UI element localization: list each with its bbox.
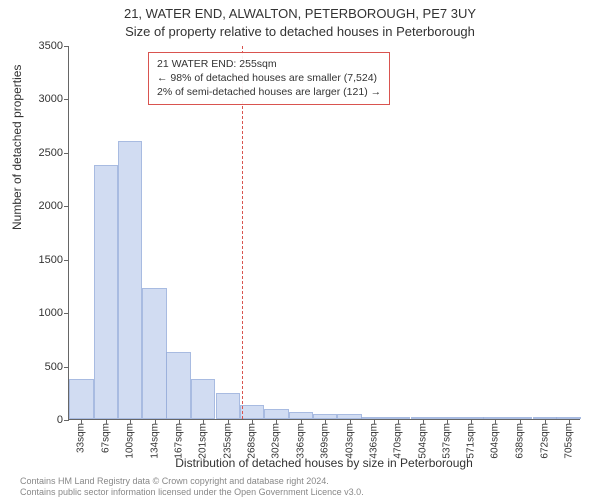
histogram-bar [289, 412, 313, 419]
x-tick-label: 100sqm [124, 419, 135, 459]
histogram-bar [313, 414, 337, 419]
x-tick-mark [179, 419, 180, 424]
x-tick-mark [569, 419, 570, 424]
histogram-bar [118, 141, 142, 419]
x-tick-mark [374, 419, 375, 424]
x-tick-label: 705sqm [563, 419, 574, 459]
x-tick-mark [350, 419, 351, 424]
histogram-bar [483, 417, 507, 419]
x-tick-mark [325, 419, 326, 424]
x-tick-label: 504sqm [417, 419, 428, 459]
legend-line-smaller: ← 98% of detached houses are smaller (7,… [157, 71, 381, 85]
x-tick-label: 672sqm [539, 419, 550, 459]
x-tick-mark [471, 419, 472, 424]
x-tick-mark [106, 419, 107, 424]
histogram-bar [264, 409, 288, 419]
y-tick-mark [64, 206, 69, 207]
x-tick-mark [155, 419, 156, 424]
legend-line-larger: 2% of semi-detached houses are larger (1… [157, 85, 381, 99]
x-tick-mark [301, 419, 302, 424]
x-tick-mark [228, 419, 229, 424]
histogram-bar [411, 417, 435, 419]
legend-line-property: 21 WATER END: 255sqm [157, 57, 381, 71]
x-tick-mark [495, 419, 496, 424]
chart-container: 21, WATER END, ALWALTON, PETERBOROUGH, P… [0, 0, 600, 500]
x-tick-label: 268sqm [246, 419, 257, 459]
x-tick-mark [81, 419, 82, 424]
x-tick-label: 67sqm [100, 419, 111, 453]
x-tick-mark [252, 419, 253, 424]
histogram-bar [94, 165, 118, 419]
x-tick-label: 403sqm [344, 419, 355, 459]
histogram-bar [142, 288, 166, 419]
footer-line1: Contains HM Land Registry data © Crown c… [20, 476, 364, 487]
x-tick-label: 537sqm [441, 419, 452, 459]
y-tick-mark [64, 46, 69, 47]
x-tick-label: 167sqm [173, 419, 184, 459]
histogram-bar [556, 417, 580, 419]
histogram-bar [216, 393, 240, 419]
histogram-bar [69, 379, 93, 419]
y-axis-label: Number of detached properties [10, 65, 24, 230]
histogram-bar [435, 417, 459, 419]
x-tick-mark [520, 419, 521, 424]
histogram-bar [191, 379, 215, 419]
histogram-bar [386, 417, 410, 419]
x-tick-label: 336sqm [296, 419, 307, 459]
y-tick-mark [64, 153, 69, 154]
x-tick-label: 436sqm [368, 419, 379, 459]
x-tick-label: 638sqm [515, 419, 526, 459]
x-tick-label: 201sqm [198, 419, 209, 459]
x-axis-label: Distribution of detached houses by size … [68, 456, 580, 470]
footer-line2: Contains public sector information licen… [20, 487, 364, 498]
histogram-bar [337, 414, 361, 419]
x-tick-label: 302sqm [271, 419, 282, 459]
x-tick-mark [130, 419, 131, 424]
attribution-footer: Contains HM Land Registry data © Crown c… [20, 476, 364, 499]
y-tick-mark [64, 313, 69, 314]
y-tick-mark [64, 420, 69, 421]
x-tick-label: 571sqm [466, 419, 477, 459]
x-tick-label: 134sqm [149, 419, 160, 459]
histogram-bar [166, 352, 190, 419]
x-tick-mark [423, 419, 424, 424]
y-tick-mark [64, 99, 69, 100]
chart-title-address: 21, WATER END, ALWALTON, PETERBOROUGH, P… [0, 6, 600, 21]
chart-title-desc: Size of property relative to detached ho… [0, 24, 600, 39]
histogram-bar [361, 417, 385, 419]
histogram-bar [508, 417, 532, 419]
x-tick-mark [447, 419, 448, 424]
x-tick-label: 235sqm [222, 419, 233, 459]
y-tick-mark [64, 260, 69, 261]
x-tick-mark [203, 419, 204, 424]
x-tick-label: 604sqm [490, 419, 501, 459]
x-tick-mark [545, 419, 546, 424]
x-tick-label: 33sqm [76, 419, 87, 453]
histogram-bar [459, 417, 483, 419]
x-tick-label: 470sqm [393, 419, 404, 459]
reference-legend: 21 WATER END: 255sqm ← 98% of detached h… [148, 52, 390, 105]
x-tick-mark [398, 419, 399, 424]
y-tick-mark [64, 367, 69, 368]
x-tick-label: 369sqm [320, 419, 331, 459]
histogram-bar [533, 417, 557, 419]
x-tick-mark [276, 419, 277, 424]
